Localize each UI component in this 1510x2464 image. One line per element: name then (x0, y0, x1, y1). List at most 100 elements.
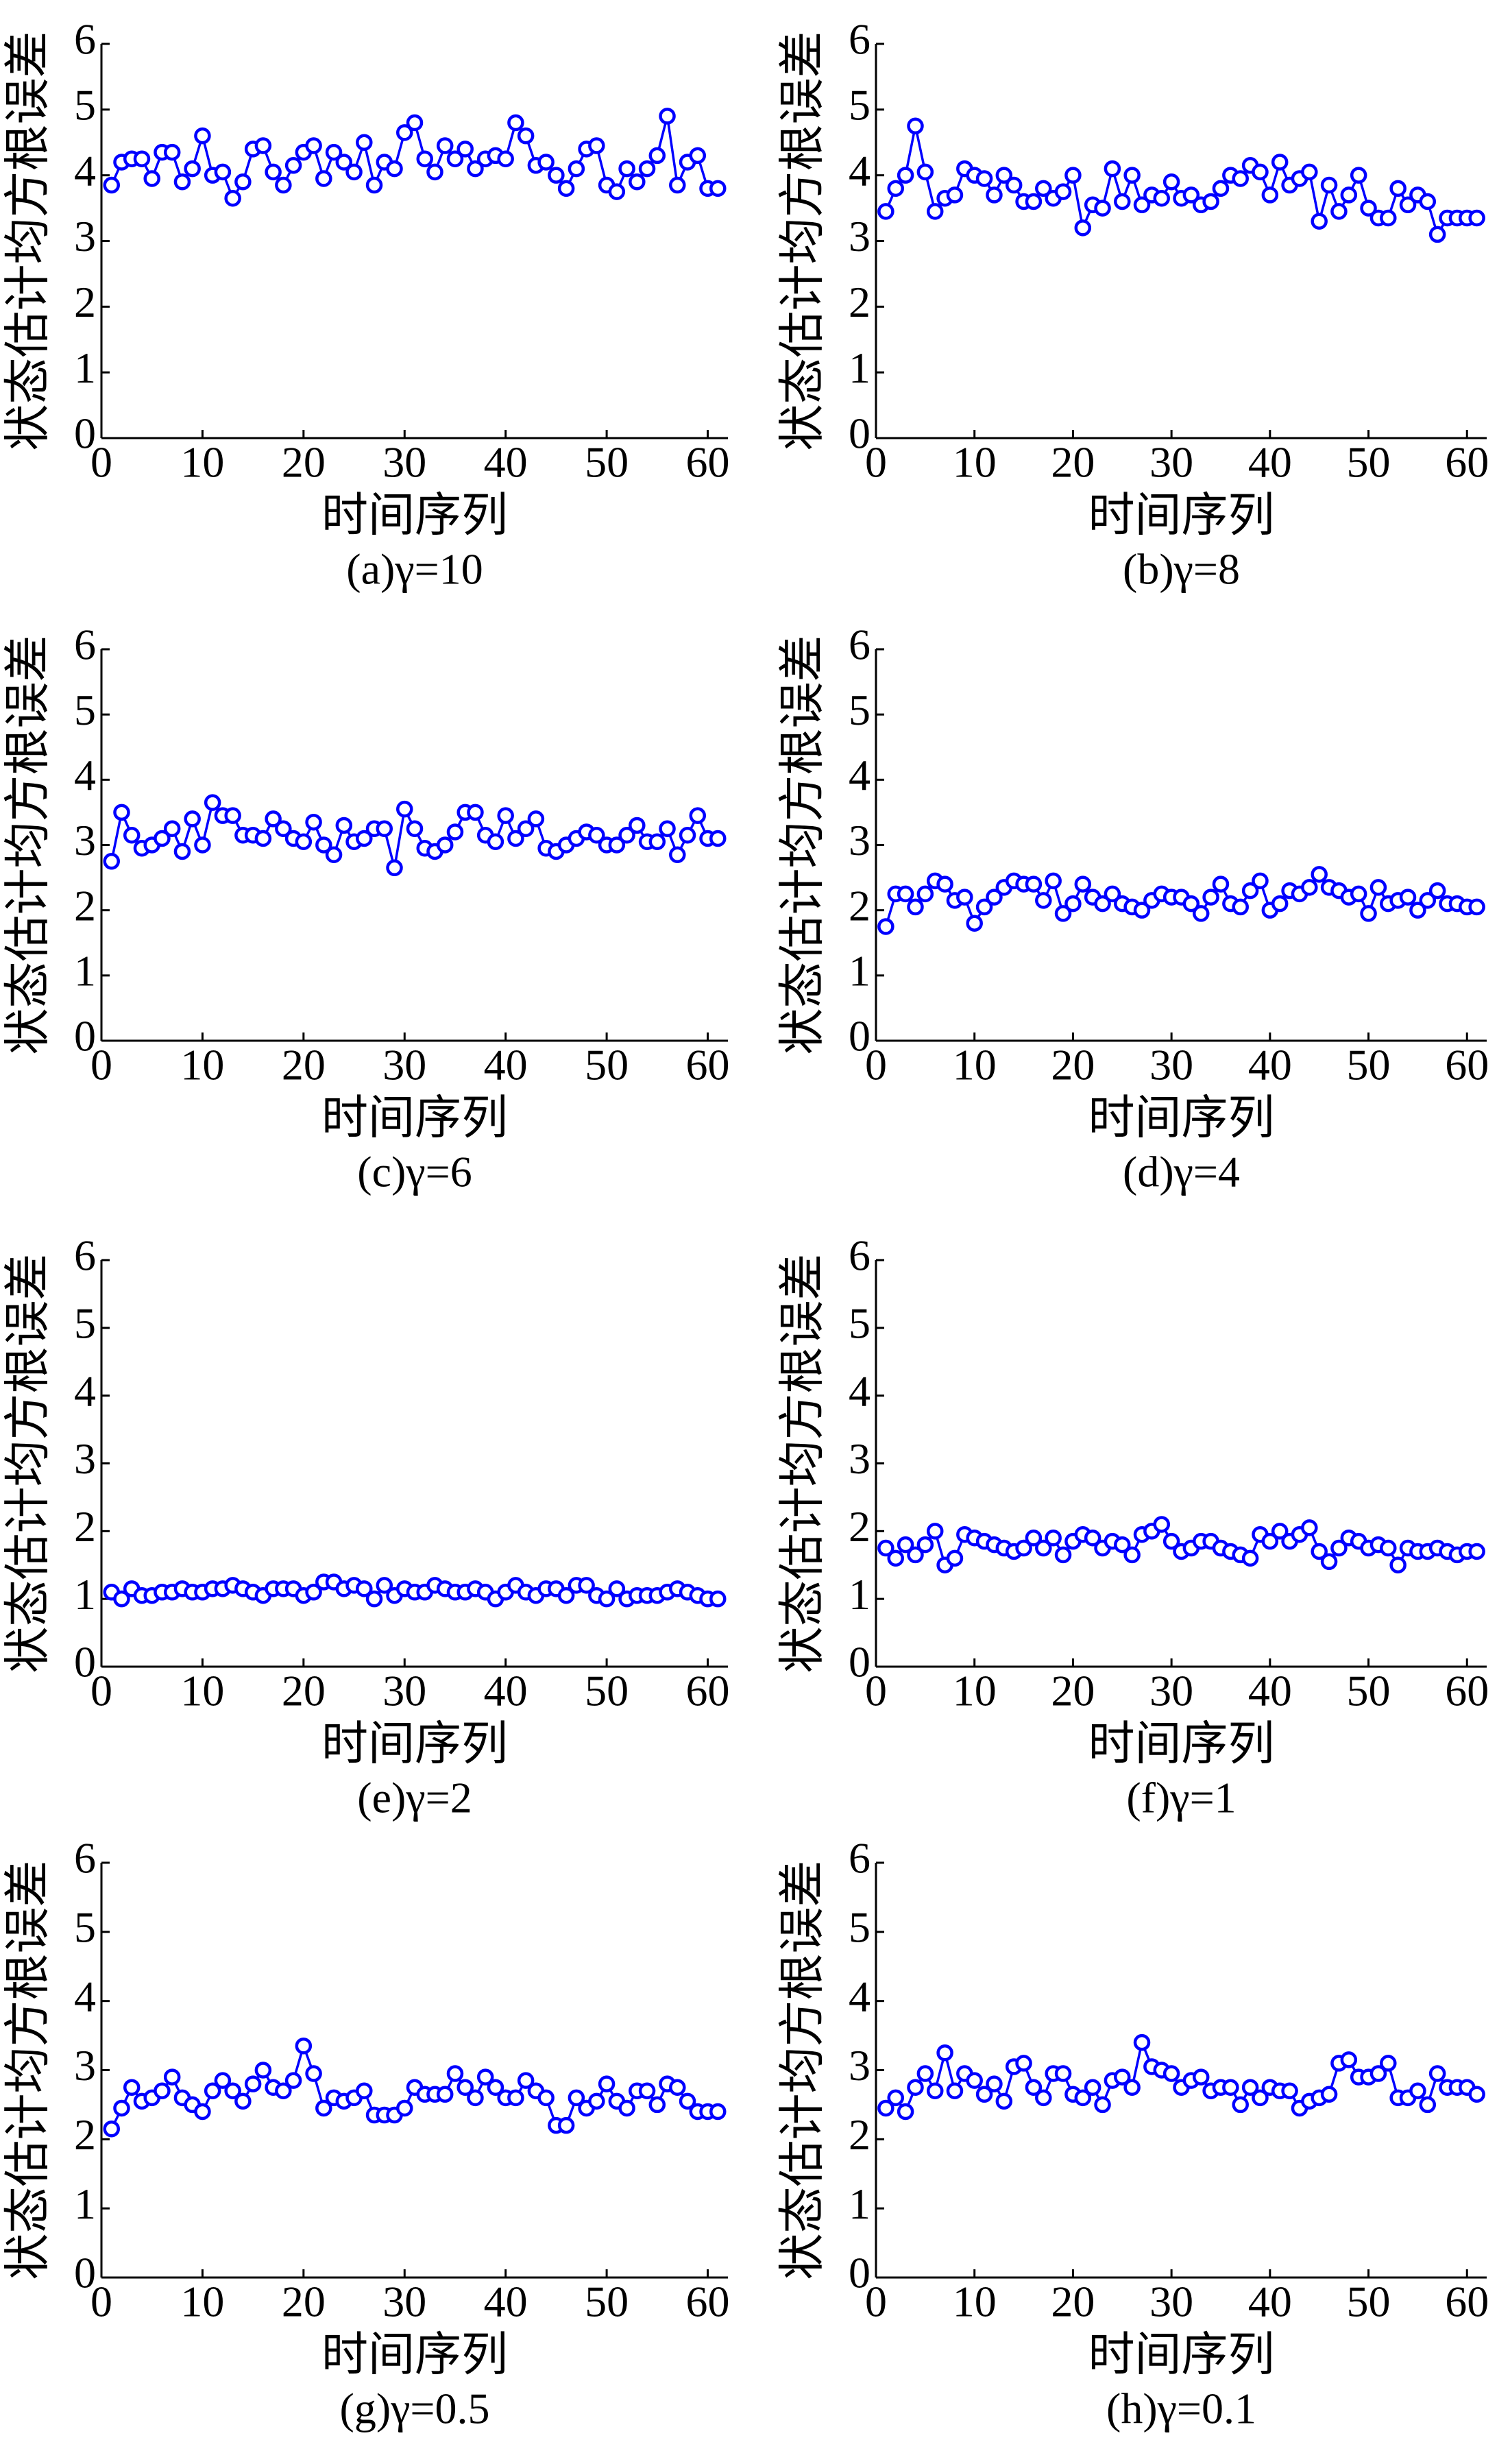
data-point (1162, 173, 1180, 191)
data-point (1311, 866, 1328, 883)
data-point (426, 163, 443, 181)
data-point (507, 114, 524, 132)
data-point (1360, 905, 1377, 922)
x-tick-label: 30 (382, 2278, 426, 2326)
x-tick-label: 10 (180, 1667, 224, 1715)
data-point (986, 889, 1003, 906)
data-point (1241, 2079, 1259, 2096)
data-point (173, 173, 191, 191)
data-point (598, 1590, 616, 1608)
y-axis-label: 状态估计均方根误差 (2, 1253, 54, 1673)
y-tick-label: 6 (74, 620, 96, 669)
y-axis-label: 状态估计均方根误差 (777, 635, 829, 1054)
data-point (446, 150, 464, 167)
data-point (1074, 219, 1092, 237)
data-point (1202, 889, 1219, 906)
x-tick-label: 60 (1445, 438, 1489, 487)
x-tick-label: 40 (484, 2278, 528, 2326)
data-point (386, 160, 403, 178)
data-point (275, 2082, 292, 2099)
x-tick-label: 40 (484, 438, 528, 487)
data-point (396, 2099, 413, 2117)
data-point (548, 167, 565, 184)
data-point (295, 2037, 313, 2055)
data-point (356, 134, 373, 151)
x-tick-label: 50 (1347, 2278, 1391, 2326)
data-point (709, 2103, 727, 2121)
y-tick-label: 2 (849, 278, 870, 326)
data-point (517, 127, 535, 145)
data-point (1094, 200, 1111, 217)
x-tick-label: 50 (585, 2278, 629, 2326)
data-point (1064, 895, 1082, 913)
y-tick-label: 6 (849, 15, 870, 64)
data-point (1232, 170, 1249, 187)
data-point (1301, 1519, 1318, 1536)
data-point (1094, 895, 1111, 913)
data-point (365, 1590, 383, 1608)
y-tick-label: 3 (74, 212, 96, 261)
data-point (406, 820, 424, 837)
data-point (926, 203, 944, 220)
data-point (1428, 2065, 1446, 2082)
x-tick-label: 10 (953, 438, 997, 487)
y-tick-label: 3 (849, 212, 870, 261)
data-point (1261, 186, 1279, 204)
data-point (1389, 1556, 1407, 1573)
data-point (986, 186, 1003, 204)
x-tick-label: 20 (282, 1041, 326, 1089)
data-point (305, 2065, 322, 2082)
data-point (305, 137, 322, 154)
data-point (1153, 189, 1171, 207)
x-tick-label: 30 (382, 438, 426, 487)
data-point (224, 807, 241, 824)
x-axis-label: 时间序列 (321, 2329, 508, 2381)
y-tick-label: 1 (74, 343, 96, 392)
data-point (1182, 895, 1200, 913)
data-point (1202, 193, 1219, 210)
data-point (689, 147, 707, 165)
y-tick-label: 3 (74, 2041, 96, 2090)
data-point (1025, 193, 1043, 210)
x-axis-label: 时间序列 (321, 1718, 508, 1770)
data-point (1104, 885, 1121, 903)
data-point (877, 918, 894, 935)
data-point (517, 820, 535, 837)
data-point (517, 2072, 535, 2089)
data-point (1340, 2051, 1358, 2068)
data-point (1045, 872, 1062, 890)
data-point (897, 885, 914, 903)
data-point (916, 885, 934, 903)
x-tick-label: 40 (1248, 438, 1292, 487)
y-axis-label: 状态估计均方根误差 (777, 31, 829, 450)
x-tick-label: 60 (1445, 1041, 1489, 1089)
data-point (1182, 186, 1200, 204)
x-tick-label: 10 (953, 2278, 997, 2326)
data-point (1419, 193, 1437, 210)
data-point (568, 160, 585, 178)
y-tick-label: 2 (849, 2110, 870, 2159)
data-point (709, 180, 727, 197)
y-tick-label: 0 (849, 1012, 870, 1061)
data-point (986, 2075, 1003, 2092)
x-axis-label: 时间序列 (321, 1092, 508, 1144)
y-axis-label: 状态估计均方根误差 (2, 31, 54, 450)
data-point (1320, 1553, 1338, 1571)
data-point (305, 1584, 322, 1601)
data-point (897, 2103, 914, 2121)
data-point (679, 826, 696, 844)
data-point (113, 2099, 130, 2117)
y-tick-label: 5 (74, 1299, 96, 1348)
x-tick-label: 60 (686, 438, 730, 487)
data-point (608, 836, 626, 854)
data-point (1252, 163, 1269, 181)
data-point (1271, 895, 1289, 913)
data-point (356, 2082, 373, 2099)
data-point (184, 810, 201, 828)
data-point (1428, 882, 1446, 899)
data-point (376, 1577, 393, 1594)
data-point (487, 833, 504, 850)
data-point (1054, 1546, 1072, 1564)
